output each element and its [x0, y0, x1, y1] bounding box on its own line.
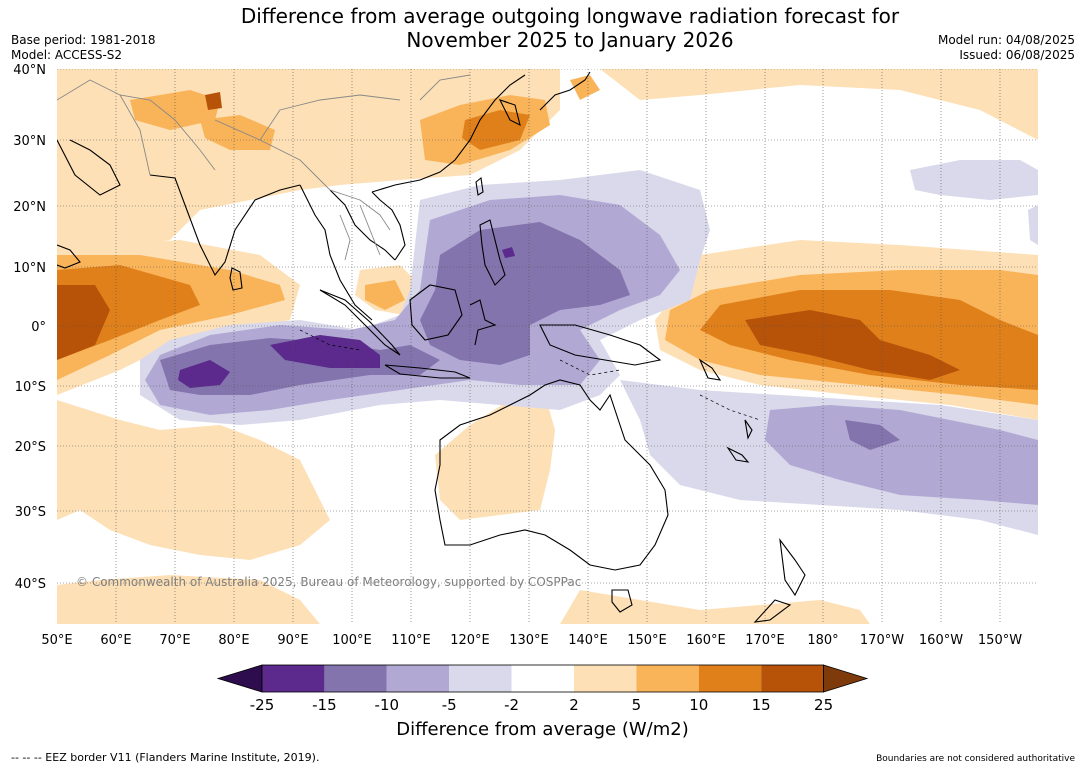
title-line-2: November 2025 to January 2026 — [406, 28, 734, 52]
colorbar-tick-label: 10 — [689, 696, 708, 714]
map-title: Difference from average outgoing longwav… — [0, 4, 1085, 52]
country-borders — [57, 74, 471, 261]
colorbar: -25 -15 -10 -5 -2 2 5 10 15 25 — [216, 664, 869, 714]
base-period: Base period: 1981-2018 — [11, 33, 156, 47]
lon-label: 140°E — [568, 633, 608, 648]
lon-label: 70°E — [159, 633, 190, 648]
latitude-labels: 40°N 30°N 20°N 10°N 0° 10°S 20°S 30°S 40… — [13, 63, 46, 592]
copyright-text: © Commonwealth of Australia 2025, Bureau… — [76, 575, 581, 589]
lat-label: 0° — [31, 320, 46, 335]
colorbar-segment — [386, 665, 450, 692]
meta-left: Base period: 1981-2018 Model: ACCESS-S2 — [11, 33, 156, 63]
lat-label: 20°N — [13, 200, 46, 215]
colorbar-under-arrow — [216, 664, 263, 693]
anomaly-minus-15-to-minus-25-regions — [178, 247, 515, 388]
lon-label: 150°E — [627, 633, 667, 648]
lon-label: 170°W — [860, 633, 904, 648]
coastlines — [57, 71, 806, 623]
colorbar-over-arrow — [823, 664, 869, 693]
colorbar-tick-label: -15 — [312, 696, 337, 714]
colorbar-segment — [761, 665, 824, 692]
colorbar-tick-label: -2 — [504, 696, 519, 714]
colorbar-tick-label: -5 — [442, 696, 457, 714]
title-line-1: Difference from average outgoing longwav… — [240, 4, 900, 28]
lat-label: 40°N — [13, 63, 46, 78]
lon-label: 80°E — [218, 633, 249, 648]
lat-label: 30°S — [15, 505, 46, 520]
lon-label: 160°W — [919, 633, 963, 648]
colorbar-tick-label: 2 — [569, 696, 579, 714]
model-name: Model: ACCESS-S2 — [11, 48, 123, 62]
lat-label: 40°S — [15, 577, 46, 592]
lon-label: 50°E — [41, 633, 72, 648]
map-plot-area: © Commonwealth of Australia 2025, Bureau… — [57, 69, 1038, 624]
lon-label: 170°E — [745, 633, 785, 648]
colorbar-segment — [449, 665, 512, 692]
lon-label: 150°W — [978, 633, 1022, 648]
colorbar-segment — [636, 665, 699, 692]
eez-legend: -- -- -- EEZ border V11 (Flanders Marine… — [11, 751, 320, 764]
lon-label: 90°E — [277, 633, 308, 648]
lon-label: 60°E — [100, 633, 131, 648]
lon-label: 120°E — [450, 633, 490, 648]
boundary-disclaimer: Boundaries are not considered authoritat… — [876, 754, 1075, 764]
colorbar-segment — [511, 665, 574, 692]
colorbar-frame — [261, 664, 824, 693]
colorbar-tick-label: -10 — [375, 696, 400, 714]
colorbar-segment — [574, 665, 637, 692]
colorbar-ticks: -25 -15 -10 -5 -2 2 5 10 15 25 — [250, 696, 833, 714]
model-run: Model run: 04/08/2025 — [937, 33, 1075, 47]
lat-label: 30°N — [13, 134, 46, 149]
lat-label: 20°S — [15, 440, 46, 455]
issued-date: Issued: 06/08/2025 — [959, 48, 1075, 62]
meta-right: Model run: 04/08/2025 Issued: 06/08/2025 — [938, 33, 1075, 63]
colorbar-tick-label: 25 — [814, 696, 833, 714]
colorbar-segment — [324, 665, 387, 692]
colorbar-label: Difference from average (W/m2) — [396, 719, 689, 740]
longitude-labels: 50°E 60°E 70°E 80°E 90°E 100°E 110°E 120… — [41, 633, 1022, 648]
lon-label: 110°E — [391, 633, 431, 648]
lon-label: 180° — [807, 633, 838, 648]
colorbar-tick-label: 5 — [632, 696, 642, 714]
anomaly-15-to-25-regions — [57, 92, 960, 380]
lon-label: 160°E — [686, 633, 726, 648]
lat-label: 10°S — [15, 380, 46, 395]
colorbar-segment — [698, 665, 762, 692]
lat-label: 10°N — [13, 261, 46, 276]
colorbar-segment — [262, 665, 325, 692]
lon-label: 130°E — [509, 633, 549, 648]
lon-label: 100°E — [332, 633, 372, 648]
colorbar-tick-label: 15 — [752, 696, 771, 714]
eez-borders — [299, 329, 761, 421]
colorbar-tick-label: -25 — [250, 696, 275, 714]
